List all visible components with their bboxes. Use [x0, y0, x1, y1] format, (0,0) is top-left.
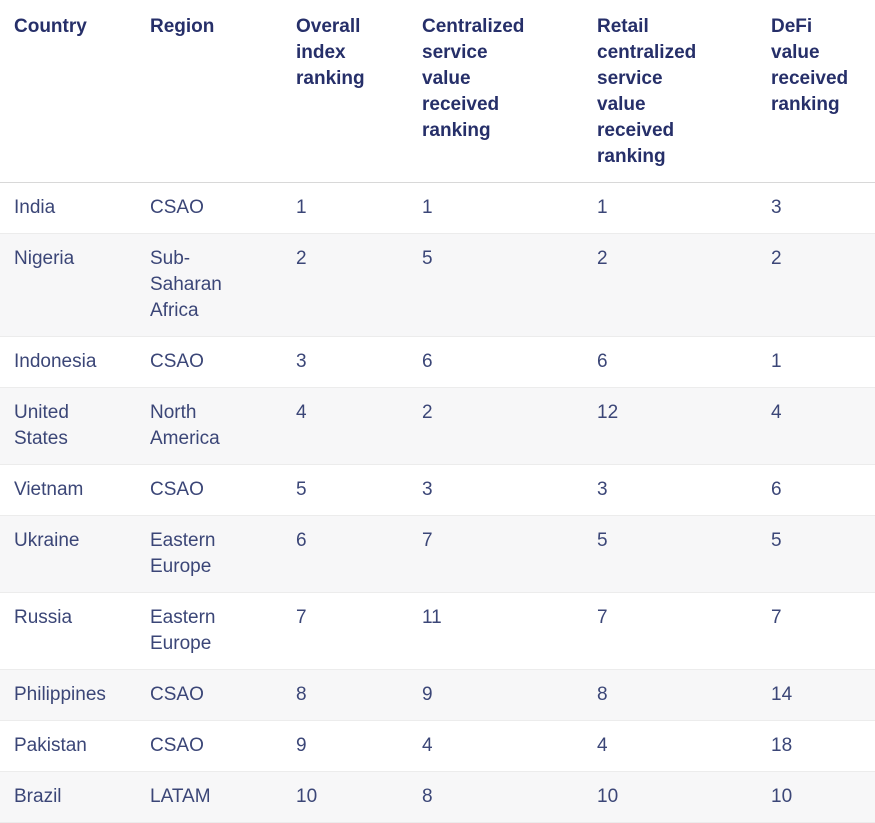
cell-retail-ranking: 6	[597, 351, 608, 372]
column-header-centralized-service-value-received-ranking: Centralized service value received ranki…	[422, 0, 597, 183]
table-row: Indonesia CSAO 3 6 6 1	[0, 337, 875, 388]
column-header-overall-index-ranking: Overall index ranking	[296, 0, 422, 183]
cell-centralized-ranking: 6	[422, 351, 433, 372]
cell-overall-ranking: 9	[296, 735, 307, 756]
cell-defi-ranking: 4	[771, 402, 782, 423]
cell-region: CSAO	[150, 479, 204, 500]
cell-defi-ranking: 5	[771, 530, 782, 551]
cell-defi-ranking: 18	[771, 735, 793, 756]
cell-overall-ranking: 2	[296, 248, 307, 269]
cell-country: United States	[14, 402, 69, 449]
table-row: United States North America 4 2 12 4	[0, 387, 875, 465]
cell-retail-ranking: 4	[597, 735, 608, 756]
cell-retail-ranking: 10	[597, 786, 619, 807]
cell-retail-ranking: 7	[597, 607, 608, 628]
cell-region: CSAO	[150, 197, 204, 218]
cell-overall-ranking: 4	[296, 402, 307, 423]
column-header-defi-value-received-ranking: DeFi value received ranking	[771, 0, 875, 183]
cell-defi-ranking: 3	[771, 197, 782, 218]
cell-centralized-ranking: 3	[422, 479, 433, 500]
cell-centralized-ranking: 9	[422, 684, 433, 705]
cell-region: CSAO	[150, 684, 204, 705]
cell-region: Eastern Europe	[150, 607, 216, 654]
cell-overall-ranking: 3	[296, 351, 307, 372]
cell-country: Vietnam	[14, 479, 84, 500]
cell-retail-ranking: 1	[597, 197, 608, 218]
cell-centralized-ranking: 4	[422, 735, 433, 756]
table-row: Ukraine Eastern Europe 6 7 5 5	[0, 515, 875, 593]
cell-centralized-ranking: 2	[422, 402, 433, 423]
cell-defi-ranking: 1	[771, 351, 782, 372]
cell-country: India	[14, 197, 56, 218]
column-header-region: Region	[150, 0, 296, 183]
cell-region: North America	[150, 402, 220, 449]
cell-centralized-ranking: 11	[422, 607, 442, 628]
cell-centralized-ranking: 5	[422, 248, 433, 269]
cell-region: Eastern Europe	[150, 530, 216, 577]
table-row: Nigeria Sub-Saharan Africa 2 5 2 2	[0, 233, 875, 337]
cell-overall-ranking: 10	[296, 786, 318, 807]
cell-region: Sub-Saharan Africa	[150, 248, 222, 321]
cell-centralized-ranking: 1	[422, 197, 433, 218]
table-row: Vietnam CSAO 5 3 3 6	[0, 465, 875, 516]
cell-retail-ranking: 12	[597, 402, 619, 423]
cell-overall-ranking: 6	[296, 530, 307, 551]
cell-defi-ranking: 10	[771, 786, 793, 807]
cell-overall-ranking: 7	[296, 607, 307, 628]
cell-retail-ranking: 8	[597, 684, 608, 705]
cell-country: Indonesia	[14, 351, 97, 372]
cell-centralized-ranking: 7	[422, 530, 433, 551]
cell-region: LATAM	[150, 786, 211, 807]
table-row: Pakistan CSAO 9 4 4 18	[0, 721, 875, 772]
table-row: India CSAO 1 1 1 3	[0, 183, 875, 234]
cell-country: Nigeria	[14, 248, 75, 269]
cell-overall-ranking: 8	[296, 684, 307, 705]
cell-defi-ranking: 2	[771, 248, 782, 269]
cell-country: Russia	[14, 607, 73, 628]
cell-region: CSAO	[150, 735, 204, 756]
cell-defi-ranking: 6	[771, 479, 782, 500]
table-header: Country Region Overall index ranking Cen…	[0, 0, 875, 183]
cell-region: CSAO	[150, 351, 204, 372]
cell-overall-ranking: 5	[296, 479, 307, 500]
cell-retail-ranking: 2	[597, 248, 608, 269]
table-body: India CSAO 1 1 1 3 Nigeria Sub-Saharan A…	[0, 183, 875, 823]
column-header-country: Country	[0, 0, 150, 183]
cell-centralized-ranking: 8	[422, 786, 433, 807]
cell-defi-ranking: 7	[771, 607, 782, 628]
table-row: Philippines CSAO 8 9 8 14	[0, 669, 875, 721]
cell-country: Brazil	[14, 786, 62, 807]
cell-country: Philippines	[14, 684, 106, 705]
table-row: Russia Eastern Europe 7 11 7 7	[0, 593, 875, 670]
cell-retail-ranking: 3	[597, 479, 608, 500]
cell-overall-ranking: 1	[296, 197, 307, 218]
cell-country: Pakistan	[14, 735, 87, 756]
table-row: Brazil LATAM 10 8 10 10	[0, 771, 875, 823]
header-row: Country Region Overall index ranking Cen…	[0, 0, 875, 183]
cell-defi-ranking: 14	[771, 684, 793, 705]
column-header-retail-centralized-service-value-received-ranking: Retail centralized service value receive…	[597, 0, 771, 183]
cell-country: Ukraine	[14, 530, 80, 551]
cell-retail-ranking: 5	[597, 530, 608, 551]
